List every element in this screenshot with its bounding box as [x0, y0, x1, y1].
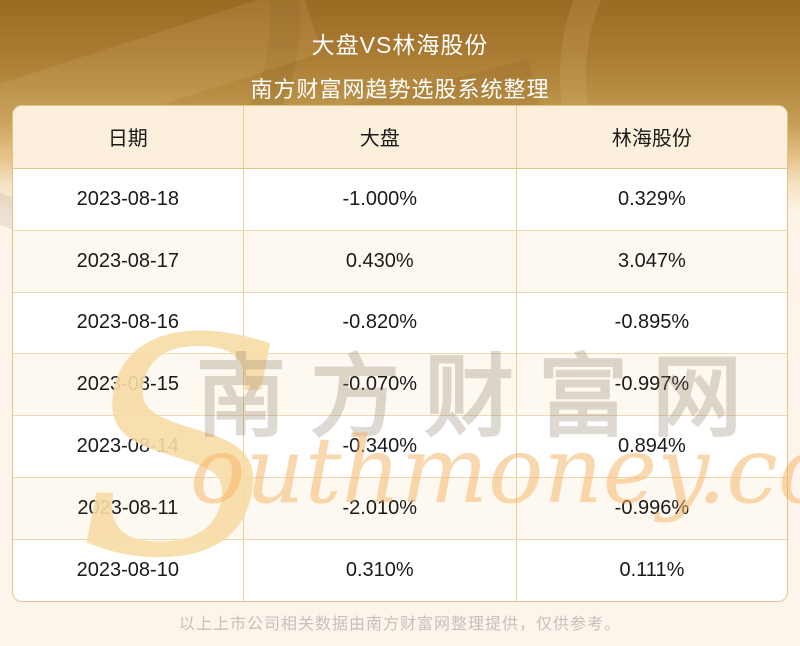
cell-stock: 0.894%: [618, 435, 686, 458]
cell-market: -0.820%: [244, 292, 517, 354]
cell-market: -0.340%: [244, 416, 517, 478]
page-title: 大盘VS林海股份: [311, 32, 489, 58]
cell-date: 2023-08-15: [13, 354, 244, 416]
cell-date: 2023-08-16: [13, 292, 244, 354]
cell-market: -2.010%: [244, 478, 517, 540]
column-header-stock: 林海股份: [611, 128, 692, 151]
table-row: 2023-08-11 -2.010% -0.996%: [13, 478, 787, 541]
table-row: 2023-08-18 -1.000% 0.329%: [13, 168, 787, 231]
table-row: 2023-08-16 -0.820% -0.895%: [13, 292, 787, 355]
table-row: 2023-08-17 0.430% 3.047%: [13, 230, 787, 293]
table-row: 2023-08-15 -0.070% -0.997%: [13, 354, 787, 417]
table-body: 2023-08-18 -1.000% 0.329% 2023-08-17 0.430% 3…: [13, 168, 787, 601]
footer-note: 以上上市公司相关数据由南方财富网整理提供，仅供参考。: [178, 616, 621, 633]
table-row: 2023-08-14 -0.340% 0.894%: [13, 416, 787, 479]
cell-stock: 3.047%: [618, 249, 686, 272]
cell-date: 2023-08-10: [13, 540, 244, 601]
table-header-row: 日期 大盘 林海股份: [13, 106, 787, 169]
cell-market: 0.430%: [244, 230, 517, 292]
column-header-market: 大盘: [244, 106, 517, 168]
cell-market: -1.000%: [244, 168, 517, 230]
cell-stock: -0.997%: [614, 373, 690, 396]
cell-date: 2023-08-18: [13, 168, 244, 230]
cell-stock: 0.111%: [619, 559, 685, 582]
cell-date: 2023-08-17: [13, 230, 244, 292]
cell-date: 2023-08-14: [13, 416, 244, 478]
page-subtitle: 南方财富网趋势选股系统整理: [250, 77, 550, 102]
cell-stock: -0.996%: [614, 497, 690, 520]
data-table: 日期 大盘 林海股份 2023-08-18 -1.000% 0.329% 2023-0…: [12, 105, 788, 602]
banner: 大盘VS林海股份 南方财富网趋势选股系统整理: [0, 0, 800, 104]
column-header-date: 日期: [13, 106, 244, 168]
cell-date: 2023-08-11: [13, 478, 244, 540]
table-row: 2023-08-10 0.310% 0.111%: [13, 540, 787, 601]
cell-stock: 0.329%: [618, 187, 686, 210]
cell-market: -0.070%: [244, 354, 517, 416]
cell-market: 0.310%: [244, 540, 517, 601]
cell-stock: -0.895%: [614, 311, 690, 334]
